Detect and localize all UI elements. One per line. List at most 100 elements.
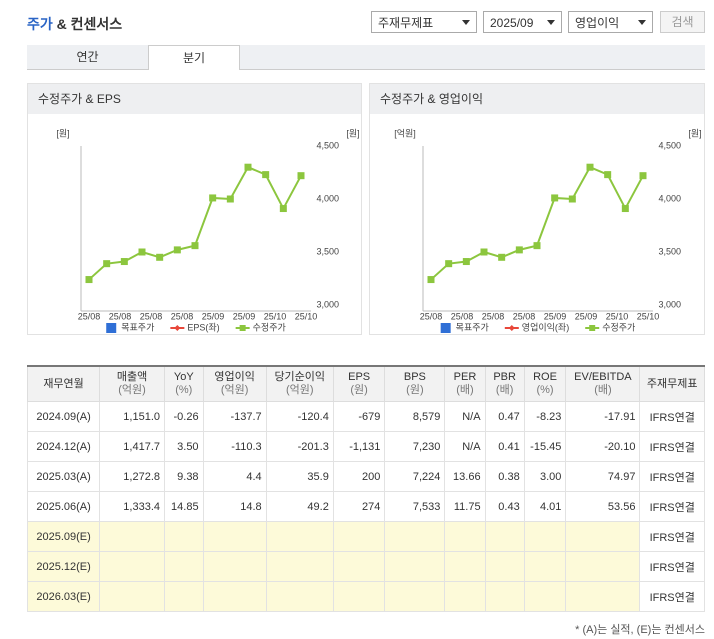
table-row: 2025.12(E) IFRS연결: [26, 551, 705, 582]
table-cell: 11.75: [444, 491, 486, 522]
table-cell: 7,224: [384, 461, 446, 492]
table-cell: [484, 581, 525, 612]
header-unit: (원): [350, 384, 368, 396]
table-cell: IFRS연결: [639, 461, 705, 492]
marker: [85, 276, 93, 284]
table-cell: 53.56: [565, 491, 641, 522]
marker: [440, 323, 451, 333]
legend-label: 수정주가: [253, 322, 286, 332]
marker: [173, 246, 181, 254]
header-cell: PBR (배): [484, 365, 525, 402]
tab-active[interactable]: 분기: [148, 45, 240, 70]
table-cell: -137.7: [202, 401, 267, 432]
legend-item: 수정주가: [585, 322, 635, 332]
table-cell: 7,533: [384, 491, 446, 522]
table-cell: IFRS연결: [639, 491, 705, 522]
legend-item: 목표주가: [440, 322, 489, 333]
table-cell: IFRS연결: [639, 431, 705, 462]
title: 주가 & 컨센서스: [27, 14, 122, 34]
table-cell: 14.85: [164, 491, 204, 522]
header-label: 주재무제표: [646, 377, 698, 390]
header-unit: (배): [456, 384, 474, 396]
table-cell: -0.26: [164, 401, 204, 432]
axis-label: [억원]: [394, 127, 416, 138]
table-cell: -20.10: [565, 431, 641, 462]
table-cell: [565, 581, 641, 612]
series-line: [88, 165, 302, 281]
legend-item: EPS(좌): [170, 322, 220, 332]
chart-panel: 수정주가 & EPS [원] [원] 3,000 3,500 4,000 4,500 25/…: [27, 83, 362, 335]
table-cell: -201.3: [265, 431, 334, 462]
y2-tick-label: 3,500: [316, 246, 339, 256]
legend-item: 수정주가: [235, 322, 286, 332]
table-cell: [332, 551, 386, 582]
table-cell: 1,333.4: [99, 491, 165, 522]
header-cell: 당기순이익 (억원): [265, 365, 334, 402]
title-text: & 컨센서스: [56, 16, 123, 32]
legend-label: EPS(좌): [187, 322, 219, 332]
select[interactable]: 주재무제표: [371, 11, 477, 33]
table-cell: -15.45: [523, 431, 567, 462]
marker: [106, 323, 117, 333]
table-cell: 49.2: [265, 491, 334, 522]
legend-label: 영업이익(좌): [522, 321, 569, 332]
select[interactable]: 2025/09: [483, 11, 562, 33]
table-row: 2025.06(A) 1,333.4 14.85 14.8 49.2 274 7,533 11…: [26, 491, 705, 522]
table-cell: IFRS연결: [639, 401, 705, 432]
table-cell: [265, 521, 334, 552]
header-label: 당기순이익: [274, 371, 326, 383]
marker: [480, 248, 488, 256]
table-cell: [164, 551, 204, 582]
tabs: 연간 분기: [27, 45, 705, 70]
search-button[interactable]: 검색: [660, 11, 705, 33]
table-cell: [523, 581, 567, 612]
table-cell: 3.50: [164, 431, 204, 462]
table-cell: [484, 551, 525, 582]
select[interactable]: 영업이익: [568, 11, 653, 33]
table-cell: 13.66: [444, 461, 486, 492]
x-tick-label: 25/08: [513, 311, 536, 321]
table-cell: 0.41: [484, 431, 525, 462]
axis-label: [원]: [346, 128, 359, 138]
table-row: 2025.03(A) 1,272.8 9.38 4.4 35.9 200 7,224 13.6…: [26, 461, 705, 492]
table-cell: N/A: [444, 401, 486, 432]
chart: [원] [원] 3,000 3,500 4,000 4,500 25/08 25/08 25/0…: [56, 128, 360, 333]
x-tick-label: 25/09: [202, 311, 225, 321]
marker: [174, 325, 181, 331]
tab[interactable]: 연간: [76, 50, 99, 64]
table-cell: [202, 551, 267, 582]
table-cell: 2025.06(A): [26, 491, 101, 522]
y2-tick-label: 3,000: [658, 299, 681, 309]
x-tick-label: 25/10: [295, 311, 318, 321]
table-cell: -1,131: [332, 431, 386, 462]
header-label: YoY: [173, 371, 194, 383]
table-cell: 74.97: [565, 461, 641, 492]
marker: [427, 276, 435, 284]
table-cell: [265, 581, 334, 612]
header-label: BPS: [403, 371, 426, 383]
header-unit: (원): [406, 384, 424, 396]
x-tick-label: 25/09: [575, 311, 598, 321]
header-unit: (억원): [118, 384, 146, 396]
header-cell: 영업이익 (억원): [202, 365, 267, 402]
header-label: PER: [453, 371, 477, 383]
table-cell: [565, 521, 641, 552]
header-unit: (배): [594, 384, 612, 396]
x-tick-label: 25/09: [544, 311, 567, 321]
header-label: 매출액: [116, 371, 148, 383]
chart: [억원] [원] 3,000 3,500 4,000 4,500 25/08 25/08 25/…: [394, 127, 702, 333]
marker: [262, 171, 270, 179]
table-cell: IFRS연결: [639, 581, 705, 612]
y2-tick-label: 4,500: [658, 140, 681, 150]
chart-panel: 수정주가 & 영업이익 [억원] [원] 3,000 3,500 4,000 4,500 2…: [369, 83, 705, 335]
chart-title: 수정주가 & 영업이익: [370, 84, 704, 114]
marker: [589, 325, 596, 331]
table-cell: 8,579: [384, 401, 446, 432]
table-cell: [99, 581, 165, 612]
table-cell: [164, 521, 204, 552]
x-tick-label: 25/08: [171, 311, 194, 321]
table-cell: 1,151.0: [99, 401, 165, 432]
table-row: 2026.03(E) IFRS연결: [26, 581, 705, 612]
table-cell: [202, 521, 267, 552]
marker: [138, 248, 146, 256]
